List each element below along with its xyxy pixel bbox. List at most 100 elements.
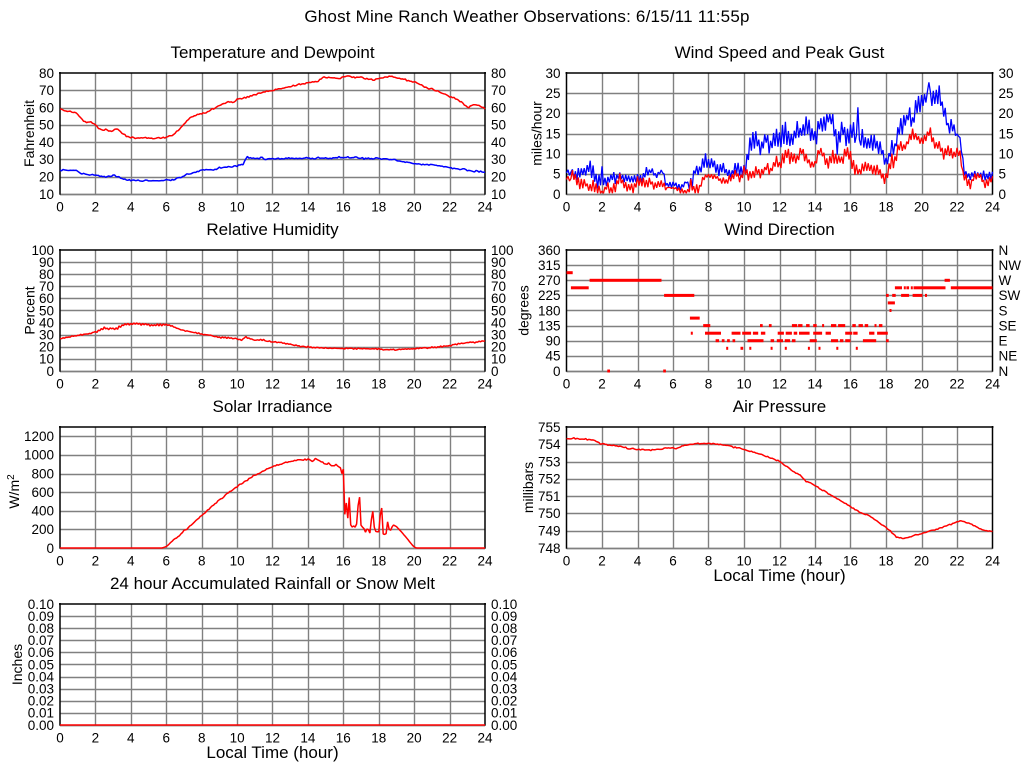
svg-text:6: 6 — [162, 377, 170, 392]
svg-text:80: 80 — [491, 66, 506, 81]
svg-text:20: 20 — [407, 731, 422, 746]
svg-text:0: 0 — [553, 187, 561, 202]
svg-text:0: 0 — [56, 200, 64, 215]
svg-text:755: 755 — [538, 420, 561, 435]
svg-text:80: 80 — [39, 66, 54, 81]
svg-text:24: 24 — [477, 731, 493, 746]
svg-text:748: 748 — [538, 541, 561, 556]
svg-text:2: 2 — [92, 377, 100, 392]
svg-text:60: 60 — [491, 100, 506, 115]
svg-text:2: 2 — [598, 200, 606, 215]
svg-text:0.09: 0.09 — [491, 609, 517, 624]
svg-text:22: 22 — [442, 377, 457, 392]
svg-text:40: 40 — [491, 315, 506, 330]
svg-text:8: 8 — [198, 200, 206, 215]
svg-text:753: 753 — [538, 454, 561, 469]
svg-text:24 hour Accumulated Rainfall o: 24 hour Accumulated Rainfall or Snow Mel… — [110, 574, 435, 593]
svg-text:8: 8 — [198, 554, 206, 569]
svg-text:0.05: 0.05 — [28, 657, 54, 672]
svg-text:25: 25 — [545, 86, 560, 101]
svg-text:16: 16 — [336, 377, 351, 392]
svg-text:10: 10 — [39, 352, 54, 367]
svg-text:0: 0 — [56, 731, 64, 746]
svg-text:90: 90 — [39, 255, 54, 270]
svg-text:20: 20 — [545, 106, 560, 121]
svg-text:15: 15 — [999, 126, 1014, 141]
svg-text:70: 70 — [491, 279, 506, 294]
svg-text:100: 100 — [491, 243, 514, 258]
svg-text:15: 15 — [545, 126, 560, 141]
svg-text:8: 8 — [198, 377, 206, 392]
svg-text:750: 750 — [538, 506, 561, 521]
svg-text:4: 4 — [127, 554, 135, 569]
svg-text:8: 8 — [705, 377, 713, 392]
svg-text:60: 60 — [39, 100, 54, 115]
svg-text:18: 18 — [371, 554, 386, 569]
svg-text:0.04: 0.04 — [28, 669, 55, 684]
svg-text:24: 24 — [477, 554, 493, 569]
svg-text:0.07: 0.07 — [28, 633, 54, 648]
svg-text:749: 749 — [538, 524, 561, 539]
svg-text:0.10: 0.10 — [491, 597, 517, 612]
svg-text:0: 0 — [56, 554, 64, 569]
svg-text:752: 752 — [538, 472, 561, 487]
svg-text:50: 50 — [39, 303, 54, 318]
svg-text:4: 4 — [634, 200, 642, 215]
svg-text:0.10: 0.10 — [28, 597, 54, 612]
svg-text:12: 12 — [772, 200, 787, 215]
svg-text:22: 22 — [442, 731, 457, 746]
svg-text:10: 10 — [491, 187, 506, 202]
svg-text:10: 10 — [736, 377, 751, 392]
svg-text:2: 2 — [598, 377, 606, 392]
svg-text:20: 20 — [39, 340, 54, 355]
svg-text:0.04: 0.04 — [491, 669, 518, 684]
svg-text:22: 22 — [442, 200, 457, 215]
svg-text:0: 0 — [46, 541, 54, 556]
svg-text:60: 60 — [39, 291, 54, 306]
svg-text:70: 70 — [491, 83, 506, 98]
svg-text:1200: 1200 — [24, 429, 54, 444]
svg-text:315: 315 — [538, 258, 561, 273]
svg-text:40: 40 — [39, 315, 54, 330]
svg-text:22: 22 — [442, 554, 457, 569]
svg-text:SE: SE — [999, 318, 1017, 333]
svg-text:10: 10 — [230, 731, 245, 746]
svg-text:2: 2 — [92, 554, 100, 569]
svg-text:0.00: 0.00 — [28, 718, 54, 733]
svg-text:50: 50 — [39, 118, 54, 133]
svg-text:12: 12 — [265, 731, 280, 746]
svg-text:135: 135 — [538, 318, 561, 333]
svg-text:30: 30 — [545, 66, 560, 81]
svg-text:6: 6 — [162, 554, 170, 569]
svg-text:18: 18 — [878, 200, 893, 215]
svg-text:18: 18 — [371, 731, 386, 746]
svg-text:10: 10 — [230, 554, 245, 569]
svg-text:N: N — [999, 364, 1009, 379]
svg-text:0.07: 0.07 — [491, 633, 517, 648]
svg-text:20: 20 — [39, 170, 54, 185]
svg-text:800: 800 — [31, 466, 54, 481]
svg-text:SW: SW — [999, 288, 1021, 303]
svg-text:4: 4 — [634, 554, 642, 569]
svg-text:14: 14 — [807, 377, 823, 392]
svg-text:8: 8 — [198, 731, 206, 746]
svg-text:754: 754 — [538, 437, 561, 452]
svg-text:14: 14 — [300, 554, 316, 569]
svg-text:0.02: 0.02 — [28, 694, 54, 709]
svg-text:2: 2 — [598, 554, 606, 569]
svg-text:12: 12 — [772, 554, 787, 569]
svg-text:20: 20 — [914, 554, 929, 569]
svg-text:50: 50 — [491, 303, 506, 318]
svg-text:10: 10 — [39, 187, 54, 202]
svg-text:6: 6 — [162, 731, 170, 746]
svg-text:751: 751 — [538, 489, 561, 504]
svg-text:225: 225 — [538, 288, 561, 303]
svg-text:Local Time (hour): Local Time (hour) — [206, 743, 338, 762]
svg-text:30: 30 — [491, 152, 506, 167]
svg-text:Solar Irradiance: Solar Irradiance — [212, 397, 332, 416]
svg-text:10: 10 — [545, 147, 560, 162]
svg-text:14: 14 — [300, 731, 316, 746]
svg-text:NW: NW — [999, 258, 1022, 273]
svg-text:16: 16 — [336, 554, 351, 569]
svg-text:degrees: degrees — [516, 285, 532, 336]
